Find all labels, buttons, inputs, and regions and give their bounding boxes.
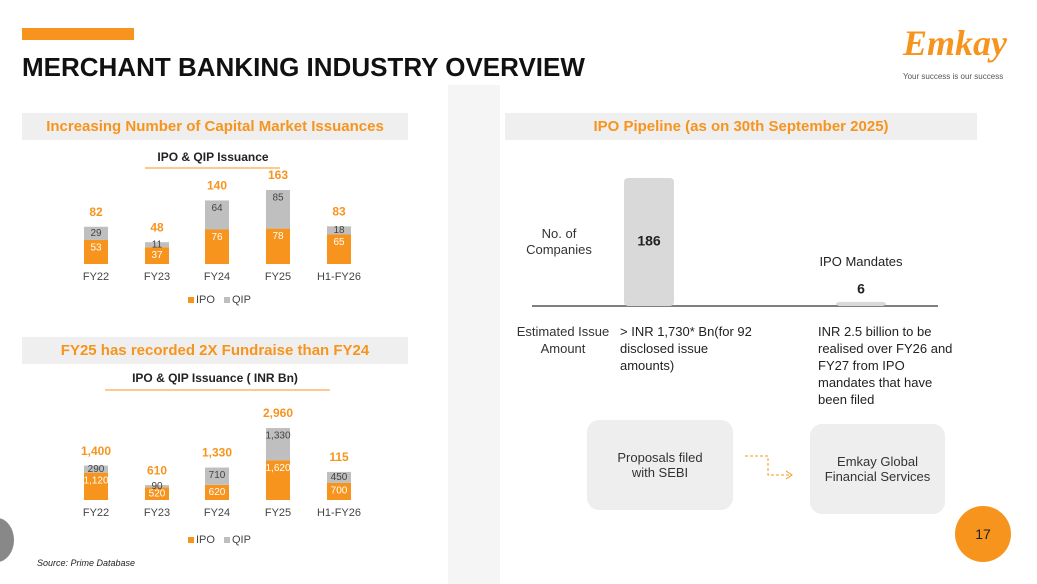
total-label: 48 [150,220,164,234]
legend-swatch [188,537,194,543]
bar-segment [84,226,108,240]
flow-box: Proposals filed with SEBI [587,420,733,510]
bar-segment [145,247,169,264]
bar-segment [84,465,108,473]
data-label: 85 [272,193,284,204]
slide-title: MERCHANT BANKING INDUSTRY OVERVIEW [22,52,585,82]
data-label: 1,330 [265,431,290,442]
bar-segment [205,484,229,500]
data-label: 78 [272,231,284,242]
bar-segment [205,467,229,485]
bar-segment [145,242,169,248]
data-label: 11 [152,239,163,250]
data-label: 710 [209,470,226,481]
data-label: 90 [151,481,163,492]
bar-segment [145,485,169,488]
total-label: 610 [147,463,167,477]
section-header: Increasing Number of Capital Market Issu… [22,113,408,140]
legend-label: IPO [196,294,215,306]
bar [836,301,886,306]
data-label: 450 [331,472,348,483]
total-label: 82 [89,205,103,219]
bar-segment [266,190,290,229]
source: Source: Prime Database [37,558,136,568]
total-label: 83 [332,204,346,218]
data-label: 18 [333,225,345,236]
decor-circle [0,518,14,562]
accent-bar [22,28,134,40]
data-label: 53 [90,243,102,254]
chart-title: IPO & QIP Issuance [157,150,268,164]
data-label: 37 [151,250,163,261]
total-label: 140 [207,179,227,193]
category-label: No. of Companies [526,226,592,257]
bar-segment [205,200,229,230]
category-label: IPO Mandates [819,253,903,269]
flow-arrow [745,455,790,476]
x-tick-label: H1-FY26 [317,507,361,519]
total-label: 2,960 [263,406,293,420]
data-label: 1,620 [265,463,290,474]
chart-title: IPO & QIP Issuance ( INR Bn) [132,371,298,385]
x-tick-label: FY23 [144,507,170,519]
data-label: 290 [88,464,105,475]
data-label: 29 [90,228,102,239]
bar-segment [84,239,108,264]
x-tick-label: FY25 [265,271,291,283]
section-header: IPO Pipeline (as on 30th September 2025) [505,113,977,140]
x-tick-label: H1-FY26 [317,271,361,283]
legend-swatch [188,297,194,303]
bar-segment [327,226,351,235]
data-label: 65 [333,237,345,248]
total-label: 1,400 [81,444,111,458]
data-label: 64 [211,203,223,214]
total-label: 115 [329,450,349,464]
legend-swatch [224,537,230,543]
logo: Emkay [903,23,1007,63]
legend-swatch [224,297,230,303]
bar-segment [266,228,290,264]
data-label: 1,120 [83,475,108,486]
bar-segment [327,482,351,500]
tagline: Your success is our success [903,72,1004,81]
x-tick-label: FY25 [265,507,291,519]
bar-segment [205,229,229,264]
bar-segment [266,428,290,461]
legend-label: IPO [196,534,215,546]
bar-segment [327,234,351,264]
flow-box: Emkay Global Financial Services [810,424,945,514]
flow-label: Emkay Global Financial Services [824,454,931,484]
data-label: 76 [211,232,223,243]
mandate-amount: INR 2.5 billion to be realised over FY26… [818,324,953,407]
legend-label: QIP [232,294,251,306]
total-label: 163 [268,168,288,182]
data-label: 520 [149,488,166,499]
total-label: 1,330 [202,446,232,460]
page-number: 17 [955,506,1011,562]
data-label: 186 [637,233,661,249]
bar-segment [266,460,290,500]
data-label: 620 [209,487,226,498]
bar-segment [84,472,108,500]
data-label: 700 [331,486,348,497]
flow-label: Proposals filed with SEBI [617,450,703,480]
x-tick-label: FY24 [204,271,230,283]
x-tick-label: FY23 [144,271,170,283]
data-label: 6 [857,281,865,297]
x-tick-label: FY22 [83,271,109,283]
divider [448,85,500,584]
bar [624,178,674,306]
issue-amount: > INR 1,730* Bn(for 92 disclosed issue a… [620,324,752,373]
bar-segment [327,471,351,483]
x-tick-label: FY24 [204,507,230,519]
bar-segment [145,487,169,500]
row-label: Estimated Issue Amount [516,324,610,356]
section-header: FY25 has recorded 2X Fundraise than FY24 [22,337,408,364]
legend-label: QIP [232,534,251,546]
x-tick-label: FY22 [83,507,109,519]
flow-arrowhead [785,470,793,480]
